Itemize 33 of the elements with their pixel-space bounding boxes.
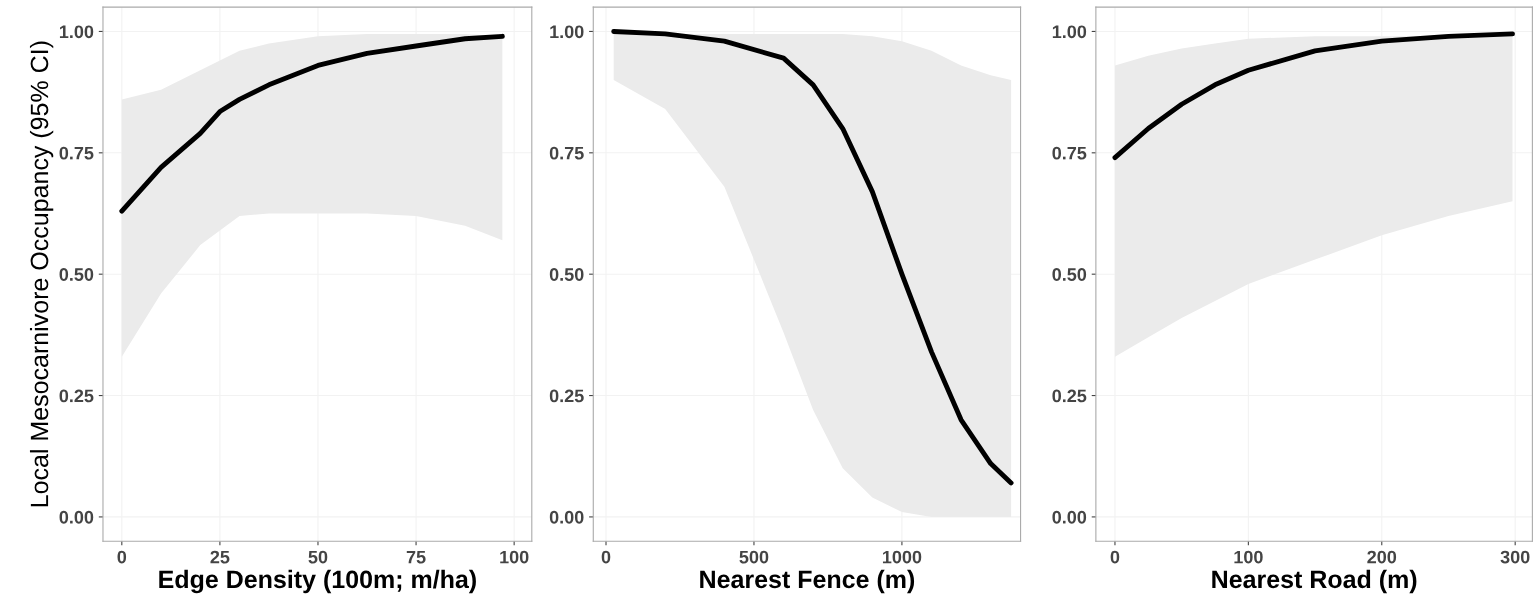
y-tick-label: 0.75 <box>59 146 94 160</box>
y-tick-label: 1.00 <box>550 25 584 39</box>
x-tick-label: 1000 <box>882 550 922 564</box>
line-series <box>1112 31 1515 161</box>
y-tick-label: 0.00 <box>549 510 584 524</box>
y-tick-label: 0.25 <box>1052 389 1087 403</box>
y-tick-label: 0.25 <box>59 389 94 403</box>
y-tick-label: 0.50 <box>1052 268 1087 281</box>
y-axis-title: Local Mesocarnivore Occupancy (95% CI) <box>29 41 54 507</box>
y-tick-label: 0.50 <box>59 268 94 281</box>
x-axis-title: Nearest Fence (m) <box>700 569 915 594</box>
y-tick-label: 0.75 <box>1052 146 1087 160</box>
x-tick-label: 50 <box>308 550 328 564</box>
x-tick-label: 100 <box>1234 550 1263 564</box>
x-tick-label: 500 <box>739 550 769 564</box>
x-tick-label: 75 <box>406 550 426 564</box>
x-tick-label: 100 <box>500 550 529 564</box>
y-tick-label: 1.00 <box>59 25 94 39</box>
x-tick-label: 0 <box>117 550 127 564</box>
x-tick-label: 0 <box>1110 550 1120 564</box>
x-tick-label: 0 <box>601 550 611 564</box>
y-tick-label: 0.25 <box>549 389 584 403</box>
y-tick-label: 1.00 <box>1052 25 1087 39</box>
y-tick-label: 0.00 <box>59 510 94 524</box>
y-tick-label: 0.00 <box>1052 510 1087 524</box>
line-series <box>119 33 505 214</box>
x-axis-title: Nearest Road (m) <box>1212 569 1417 594</box>
x-tick-label: 25 <box>210 550 230 564</box>
x-tick-label: 200 <box>1367 550 1397 564</box>
y-tick-label: 0.75 <box>549 146 584 160</box>
y-tick-label: 0.50 <box>549 268 584 281</box>
x-axis-title: Edge Density (100m; m/ha) <box>159 569 476 594</box>
x-tick-label: 300 <box>1500 550 1530 564</box>
